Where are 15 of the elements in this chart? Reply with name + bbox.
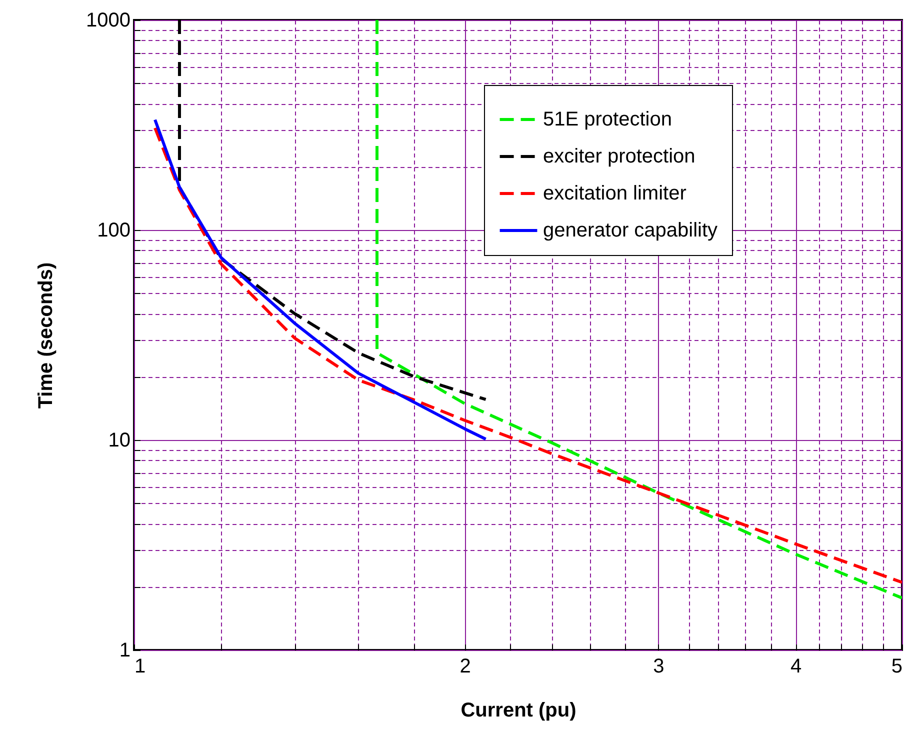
x-tick-label: 2 xyxy=(460,656,471,678)
y-tick-label: 100 xyxy=(97,220,130,242)
legend-label: excitation limiter xyxy=(543,182,687,204)
legend-label: exciter protection xyxy=(543,146,696,168)
x-axis-title: Current (pu) xyxy=(460,700,576,722)
x-tick-label: 5 xyxy=(891,656,902,678)
x-tick-label: 4 xyxy=(790,656,802,678)
x-tick-label: 1 xyxy=(134,656,146,678)
y-axis-title: Time (seconds) xyxy=(35,262,58,409)
x-tick-label: 3 xyxy=(653,656,664,678)
y-tick-label: 1000 xyxy=(86,10,130,32)
legend-label: 51E protection xyxy=(543,108,672,130)
y-tick-label: 1 xyxy=(119,640,130,662)
legend-label: generator capability xyxy=(543,220,718,242)
y-tick-label: 10 xyxy=(108,430,130,452)
